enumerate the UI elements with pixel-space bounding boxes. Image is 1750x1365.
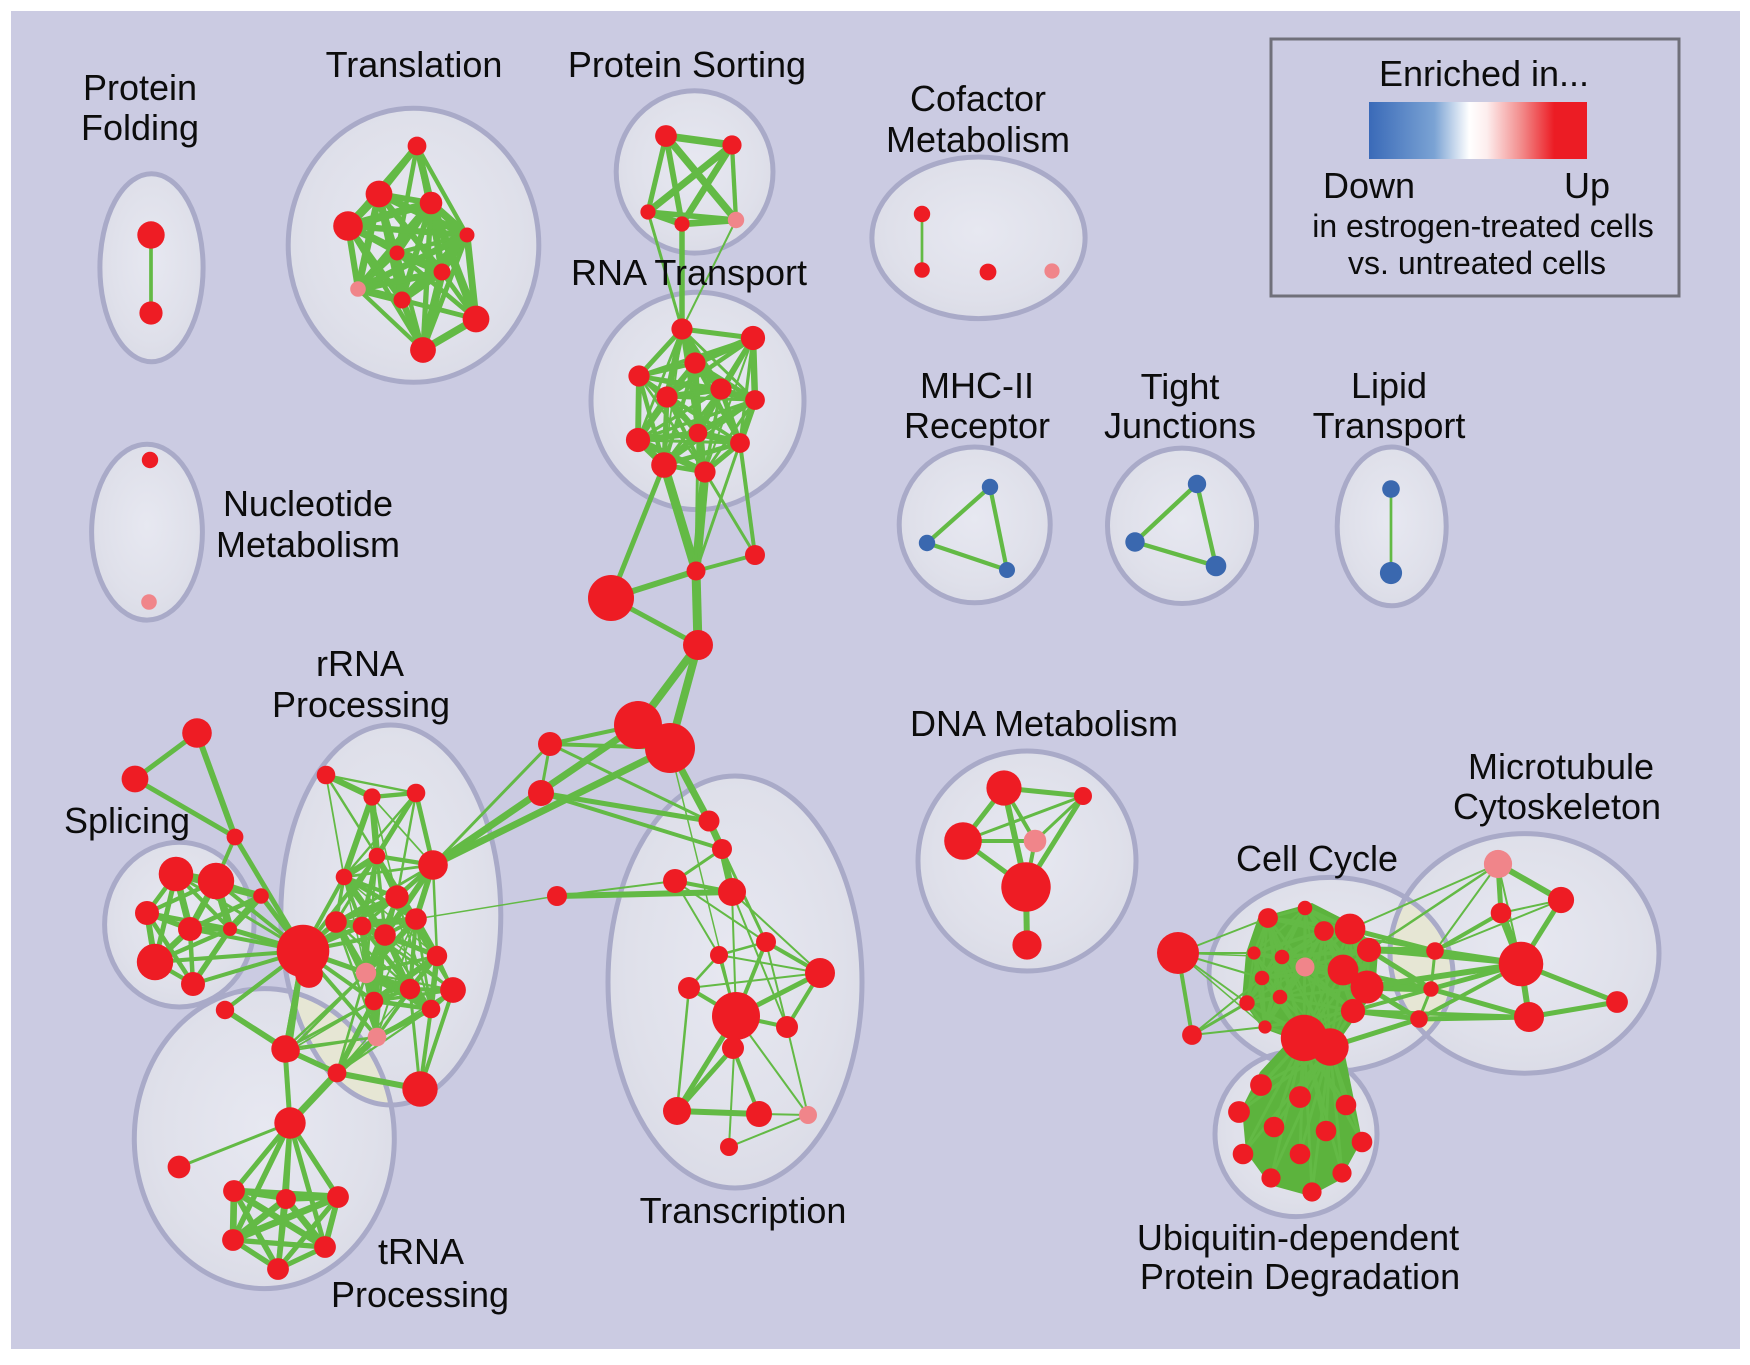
svg-text:Microtubule: Microtubule [1468, 746, 1654, 787]
svg-text:Transcription: Transcription [640, 1190, 847, 1231]
svg-text:Translation: Translation [326, 44, 503, 85]
svg-text:Folding: Folding [81, 107, 199, 148]
svg-text:Ubiquitin-dependent: Ubiquitin-dependent [1137, 1217, 1459, 1258]
svg-text:Cytoskeleton: Cytoskeleton [1453, 786, 1661, 827]
svg-text:Cell Cycle: Cell Cycle [1236, 838, 1398, 879]
svg-text:Metabolism: Metabolism [886, 119, 1070, 160]
svg-text:Processing: Processing [331, 1274, 509, 1315]
svg-text:Protein Sorting: Protein Sorting [568, 44, 806, 85]
svg-text:Up: Up [1564, 165, 1610, 206]
svg-text:Enriched in...: Enriched in... [1379, 53, 1589, 94]
svg-text:DNA Metabolism: DNA Metabolism [910, 703, 1178, 744]
svg-text:Receptor: Receptor [904, 405, 1050, 446]
svg-text:Tight: Tight [1141, 366, 1220, 407]
svg-text:Protein: Protein [83, 67, 197, 108]
svg-text:Transport: Transport [1313, 405, 1466, 446]
svg-text:tRNA: tRNA [378, 1231, 464, 1272]
svg-text:rRNA: rRNA [316, 643, 404, 684]
svg-text:Cofactor: Cofactor [910, 78, 1046, 119]
svg-text:RNA Transport: RNA Transport [571, 252, 807, 293]
svg-text:Protein Degradation: Protein Degradation [1140, 1256, 1460, 1297]
svg-text:Junctions: Junctions [1104, 405, 1256, 446]
svg-text:Processing: Processing [272, 684, 450, 725]
svg-text:Metabolism: Metabolism [216, 524, 400, 565]
svg-text:in estrogen-treated cells: in estrogen-treated cells [1312, 208, 1654, 244]
svg-text:MHC-II: MHC-II [920, 365, 1034, 406]
svg-text:vs. untreated cells: vs. untreated cells [1348, 245, 1606, 281]
svg-text:Down: Down [1323, 165, 1415, 206]
svg-text:Nucleotide: Nucleotide [223, 483, 393, 524]
svg-text:Splicing: Splicing [64, 800, 190, 841]
svg-text:Lipid: Lipid [1351, 365, 1427, 406]
